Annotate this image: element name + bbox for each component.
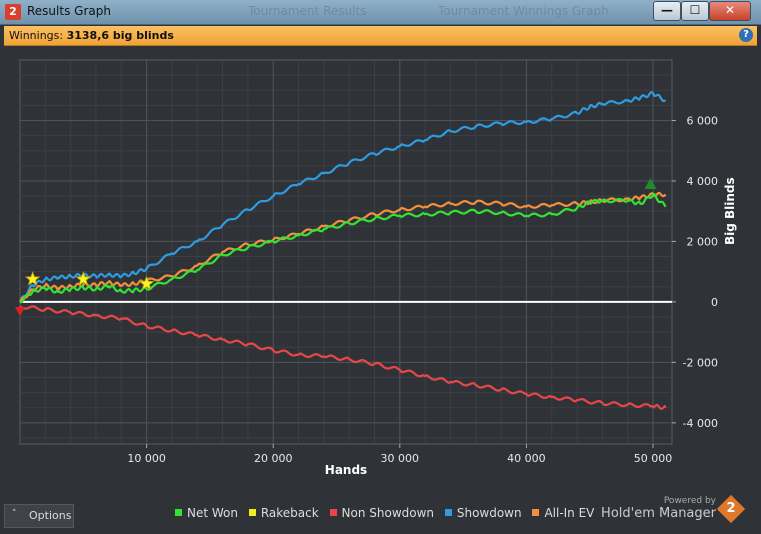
- background-tab-tournament-results: Tournament Results: [248, 4, 367, 18]
- window-title: Results Graph: [27, 4, 111, 18]
- winnings-summary: Winnings: 3138,6 big blinds: [9, 29, 174, 42]
- legend-item-showdown[interactable]: Showdown: [444, 506, 522, 520]
- star-marker: [75, 271, 92, 286]
- minimize-button[interactable]: —: [653, 1, 681, 21]
- legend-swatch: [444, 509, 452, 516]
- legend-label: Non Showdown: [341, 506, 435, 520]
- logo-glyph: 2: [726, 501, 736, 516]
- triangle-up-marker: [644, 177, 657, 189]
- legend-label: Rakeback: [260, 506, 319, 520]
- powered-by-text: Powered by: [663, 496, 716, 506]
- y-tick-label: 6 000: [687, 114, 719, 127]
- brand-name: Hold'em Manager: [601, 506, 716, 521]
- legend-swatch: [329, 509, 337, 516]
- legend-swatch: [248, 509, 256, 516]
- y-tick-label: 2 000: [687, 235, 719, 248]
- x-axis-label: Hands: [325, 463, 367, 477]
- chart-legend: Net Won Rakeback Non Showdown Showdown A…: [175, 506, 601, 520]
- legend-item-all-in-ev[interactable]: All-In EV: [532, 506, 594, 520]
- help-icon[interactable]: ?: [739, 28, 753, 42]
- legend-label: Showdown: [456, 506, 522, 520]
- y-tick-label: 4 000: [687, 175, 719, 188]
- winnings-label: Winnings:: [9, 29, 67, 42]
- legend-item-non-showdown[interactable]: Non Showdown: [329, 506, 435, 520]
- title-bar[interactable]: 2 Results Graph Tournament Results Tourn…: [0, 0, 761, 25]
- chevron-up-icon: ˄: [12, 509, 17, 519]
- chart-panel: 10 000 20 000 30 000 40 000 50 000 -4 000 -2 0…: [4, 46, 757, 530]
- legend-item-net-won[interactable]: Net Won: [175, 506, 238, 520]
- y-tick-label: -2 000: [683, 356, 718, 369]
- y-tick-label: -4 000: [683, 417, 718, 430]
- legend-swatch: [175, 509, 182, 516]
- series-line-non-showdown: [19, 305, 667, 410]
- x-tick-label: 30 000: [381, 452, 420, 465]
- x-tick-label: 50 000: [634, 452, 673, 465]
- star-marker: [138, 275, 155, 291]
- options-button[interactable]: ˄ Options: [4, 504, 74, 528]
- star-marker: [24, 271, 41, 286]
- triangle-down-marker: [15, 306, 25, 316]
- winnings-bar: Winnings: 3138,6 big blinds ?: [4, 26, 757, 46]
- maximize-button[interactable]: ☐: [681, 1, 709, 21]
- legend-label: All-In EV: [544, 506, 595, 520]
- y-tick-label: 0: [711, 296, 718, 309]
- x-tick-label: 40 000: [507, 452, 546, 465]
- close-button[interactable]: ✕: [709, 1, 751, 21]
- legend-swatch: [532, 509, 540, 516]
- winnings-value: 3138,6 big blinds: [66, 29, 174, 42]
- background-tab-tournament-winnings-graph: Tournament Winnings Graph: [438, 4, 609, 18]
- app-logo-icon: 2: [5, 4, 21, 20]
- plot-area: [19, 59, 673, 445]
- y-axis-label: Big Blinds: [723, 177, 737, 245]
- results-chart: 10 000 20 000 30 000 40 000 50 000 -4 000 -2 0…: [15, 59, 737, 477]
- legend-label: Net Won: [187, 506, 238, 520]
- x-tick-label: 10 000: [127, 452, 166, 465]
- series-line-net-won: [19, 192, 667, 304]
- options-label: Options: [29, 509, 72, 522]
- holdem-manager-logo-icon: 2: [716, 494, 746, 524]
- x-tick-label: 20 000: [254, 452, 293, 465]
- legend-item-rakeback[interactable]: Rakeback: [248, 506, 319, 520]
- branding: Powered by Hold'em Manager 2: [601, 494, 746, 525]
